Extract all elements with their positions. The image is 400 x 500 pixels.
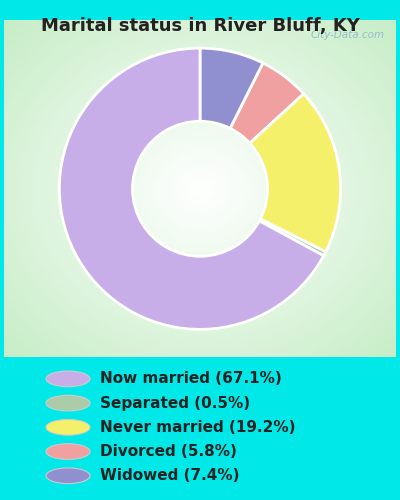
Wedge shape — [230, 63, 304, 143]
Text: Marital status in River Bluff, KY: Marital status in River Bluff, KY — [40, 18, 360, 36]
Wedge shape — [250, 94, 341, 252]
Text: Separated (0.5%): Separated (0.5%) — [100, 396, 250, 410]
Text: Widowed (7.4%): Widowed (7.4%) — [100, 468, 240, 483]
Text: Now married (67.1%): Now married (67.1%) — [100, 372, 282, 386]
Text: Never married (19.2%): Never married (19.2%) — [100, 420, 296, 435]
Circle shape — [46, 371, 90, 386]
Text: City-Data.com: City-Data.com — [310, 30, 384, 40]
Wedge shape — [59, 48, 324, 330]
Circle shape — [46, 444, 90, 460]
Circle shape — [46, 396, 90, 411]
Circle shape — [46, 468, 90, 483]
Circle shape — [46, 420, 90, 435]
Text: Divorced (5.8%): Divorced (5.8%) — [100, 444, 237, 459]
Wedge shape — [200, 48, 263, 128]
Wedge shape — [259, 219, 326, 256]
